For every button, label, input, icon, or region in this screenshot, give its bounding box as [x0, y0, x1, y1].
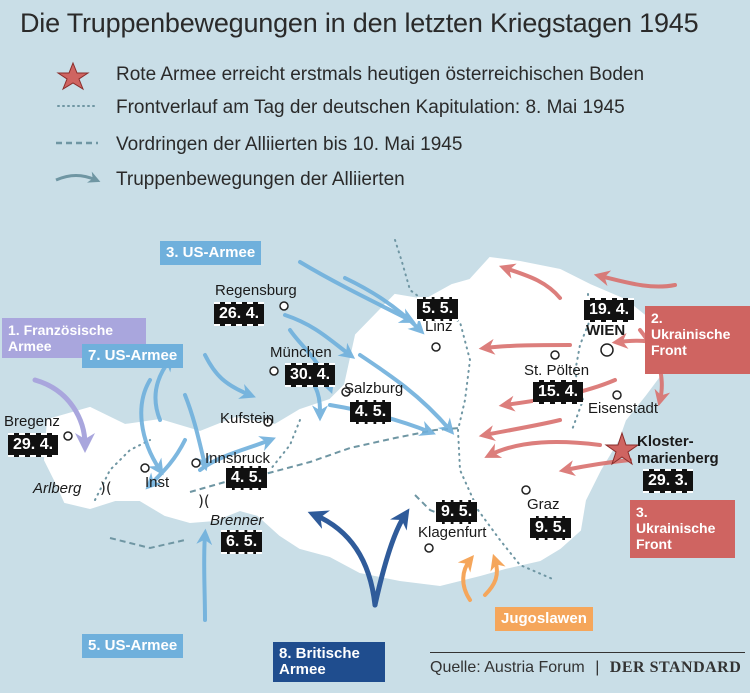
legend-label: Truppenbewegungen der Alliierten — [116, 169, 405, 190]
city-inst: Inst — [145, 474, 170, 491]
city-regensburg: Regensburg — [215, 282, 297, 299]
army-british8-line2: Armee — [279, 661, 326, 678]
date-regensburg: 26. 4. — [214, 302, 265, 326]
date-graz: 9. 5. — [530, 516, 572, 540]
source-line: Quelle: Austria Forum | DER STANDARD — [430, 659, 741, 677]
date-bregenz: 29. 4. — [8, 433, 59, 457]
army-ukr3: 3. Ukrainische Front — [630, 500, 735, 558]
army-ukr2: 2. Ukrainische Front — [645, 306, 750, 374]
arlberg-pass-icon: )( — [100, 479, 112, 497]
city-klostermarienberg-line1: Kloster- — [637, 433, 694, 450]
date-klagenfurt: 9. 5. — [436, 500, 478, 524]
army-ukr3-line3: Front — [636, 536, 672, 552]
army-yugoslav: Jugoslawen — [495, 607, 593, 631]
source-divider — [430, 652, 745, 653]
army-us5: 5. US-Armee — [82, 634, 184, 658]
city-wien: WIEN — [586, 322, 626, 339]
army-french1-line1: 1. Französische — [8, 322, 114, 338]
date-st-poelten: 15. 4. — [533, 380, 584, 404]
city-kufstein: Kufstein — [220, 410, 275, 427]
city-graz: Graz — [527, 496, 560, 513]
source-separator: | — [595, 659, 600, 676]
date-wien: 19. 4. — [584, 298, 635, 322]
date-linz: 5. 5. — [417, 297, 459, 321]
date-muenchen: 30. 4. — [285, 363, 336, 387]
city-innsbruck: Innsbruck — [205, 450, 271, 467]
red-star-icon — [56, 61, 90, 91]
army-ukr3-line2: Ukrainische — [636, 520, 716, 536]
british-arrows — [307, 508, 410, 608]
brenner-pass-icon: )( — [198, 492, 210, 510]
source-publisher: DER STANDARD — [609, 659, 742, 676]
army-us3: 3. US-Armee — [160, 241, 262, 265]
city-bregenz: Bregenz — [4, 413, 60, 430]
klostermarienberg-star-icon — [604, 431, 640, 466]
source-label: Quelle: Austria Forum — [430, 659, 585, 676]
french-arrow — [32, 377, 95, 453]
date-salzburg: 4. 5. — [350, 400, 392, 424]
legend-label: Vordringen der Alliierten bis 10. Mai 19… — [116, 134, 463, 155]
army-ukr2-line1: 2. — [651, 310, 663, 326]
city-eisenstadt: Eisenstadt — [588, 400, 659, 417]
army-british8: 8. Britische Armee — [273, 642, 385, 682]
army-ukr2-line3: Front — [651, 342, 687, 358]
army-ukr3-line1: 3. — [636, 504, 648, 520]
page-title: Die Truppenbewegungen in den letzten Kri… — [20, 8, 699, 38]
us-arrows — [139, 260, 455, 622]
city-klagenfurt: Klagenfurt — [418, 524, 487, 541]
city-klostermarienberg-line2: marienberg — [637, 450, 719, 467]
pass-arlberg: Arlberg — [33, 480, 82, 497]
date-brenner: 6. 5. — [221, 530, 263, 554]
yugoslav-arrows — [457, 553, 506, 602]
city-salzburg: Salzburg — [344, 380, 404, 397]
city-dots — [63, 301, 622, 553]
city-linz: Linz — [425, 318, 453, 335]
army-british8-line1: 8. Britische — [279, 645, 360, 662]
legend-label: Frontverlauf am Tag der deutschen Kapitu… — [116, 97, 625, 118]
date-innsbruck: 4. 5. — [226, 466, 268, 490]
front-line-8-may — [394, 239, 556, 581]
legend-label: Rote Armee erreicht erstmals heutigen ös… — [116, 64, 645, 85]
pass-brenner: Brenner — [210, 512, 264, 529]
city-st-poelten: St. Pölten — [524, 362, 590, 379]
city-muenchen: München — [270, 344, 332, 361]
arrow-icon — [55, 171, 101, 183]
date-klostermarienberg: 29. 3. — [643, 469, 694, 493]
army-us7: 7. US-Armee — [82, 344, 184, 368]
army-french1-line2: Armee — [8, 338, 52, 354]
army-ukr2-line2: Ukrainische — [651, 326, 731, 342]
